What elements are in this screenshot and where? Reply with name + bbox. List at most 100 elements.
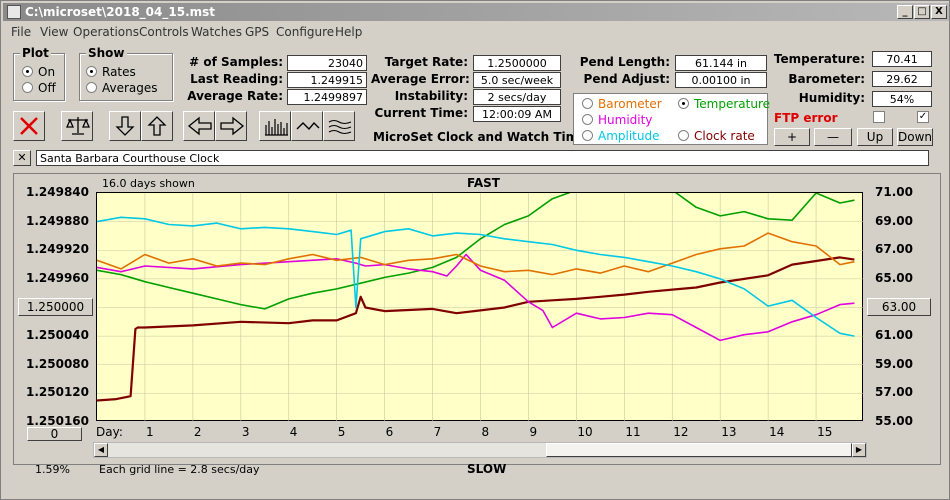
scroll-right-icon[interactable]: ▶	[852, 443, 866, 457]
x-tick-label: 14	[769, 425, 785, 439]
plot-off-radio[interactable]: Off	[22, 81, 56, 95]
target-rate-field[interactable]: 1.2500000	[473, 55, 561, 71]
menu-watches[interactable]: Watches	[191, 25, 242, 39]
ftp-checkbox[interactable]	[873, 111, 885, 123]
average-error-field: 5.0 sec/week	[473, 72, 561, 88]
x-tick-label: 15	[817, 425, 833, 439]
show-averages-radio[interactable]: Averages	[86, 81, 158, 95]
plot-on-radio[interactable]: On	[22, 65, 55, 79]
line-graph-button[interactable]	[291, 111, 323, 141]
x-tick-label: 9	[529, 425, 538, 439]
current-time-label: Current Time:	[374, 106, 468, 120]
series-amplitude	[97, 216, 855, 337]
menu-view[interactable]: View	[40, 25, 69, 39]
chart-svg	[97, 193, 864, 422]
temp-center-button[interactable]: 63.00	[867, 298, 931, 316]
horizontal-scrollbar[interactable]: ◀ ▶	[93, 442, 867, 458]
histogram-button[interactable]	[259, 111, 291, 141]
x-tick-label: 4	[289, 425, 298, 439]
pend-length-field[interactable]: 61.144 in	[675, 55, 767, 71]
arrow-right-icon	[220, 116, 245, 136]
show-rates-radio[interactable]: Rates	[86, 65, 136, 79]
menu-operations[interactable]: Operations	[73, 25, 139, 39]
radio-empty-icon	[582, 98, 593, 109]
close-button[interactable]: X	[931, 5, 947, 19]
arrow-left-icon	[187, 116, 212, 136]
minimize-button[interactable]: _	[897, 5, 913, 19]
barometer-field: 29.62	[872, 71, 932, 87]
overlay-humidity-radio[interactable]: Humidity	[582, 113, 652, 127]
overlay-temperature-radio[interactable]: Temperature	[678, 97, 770, 111]
histogram-icon	[265, 119, 288, 136]
arrow-down-icon	[115, 116, 135, 136]
average-error-label: Average Error:	[371, 72, 470, 86]
arrow-up-icon	[147, 116, 167, 136]
last-reading-field: 1.249915	[287, 72, 367, 88]
x-tick-label: 1	[145, 425, 154, 439]
x-tick-label: 11	[625, 425, 641, 439]
pend-length-label: Pend Length:	[579, 55, 670, 69]
menu-controls[interactable]: Controls	[139, 25, 189, 39]
pend-adjust-label: Pend Adjust:	[583, 72, 670, 86]
up-arrow-button[interactable]	[141, 111, 173, 141]
line-graph-icon	[296, 121, 320, 131]
left-arrow-button[interactable]	[183, 111, 215, 141]
menu-help[interactable]: Help	[335, 25, 363, 39]
scroll-left-icon[interactable]: ◀	[94, 443, 108, 457]
right-arrow-button[interactable]	[215, 111, 247, 141]
target-rate-label: Target Rate:	[384, 55, 468, 69]
slow-label: SLOW	[467, 462, 507, 476]
wave-button[interactable]	[323, 111, 355, 141]
clock-name-field[interactable]: Santa Barbara Courthouse Clock	[36, 150, 929, 166]
menu-gps[interactable]: GPS	[245, 25, 270, 39]
show-group-title: Show	[86, 46, 127, 60]
ftp-enable-checkbox[interactable]: ✓	[917, 111, 929, 123]
y-left-tick-label: 1.250160	[25, 414, 89, 428]
y-left-tick-label: 1.250120	[25, 385, 89, 400]
radio-selected-icon	[22, 66, 33, 77]
down-arrow-button[interactable]	[109, 111, 141, 141]
app-icon	[7, 5, 21, 19]
average-rate-field: 1.2499897	[287, 89, 367, 105]
x-tick-label: 12	[673, 425, 689, 439]
maximize-button[interactable]: □	[914, 5, 930, 19]
humidity-field: 54%	[872, 91, 932, 107]
overlay-clock-rate-radio[interactable]: Clock rate	[678, 129, 755, 143]
days-shown-label: 16.0 days shown	[102, 177, 195, 190]
pend-adjust-field[interactable]: 0.00100 in	[675, 72, 767, 88]
x-tick-label: 2	[193, 425, 202, 439]
scroll-thumb[interactable]	[546, 443, 852, 457]
menu-bar: File View Operations Controls Watches GP…	[3, 23, 949, 41]
title-bar: C:\microset\2018_04_15.mst _ □ X	[3, 3, 949, 21]
y-right-tick-label: 69.00	[875, 213, 913, 228]
overlay-barometer-radio[interactable]: Barometer	[582, 97, 662, 111]
radio-selected-icon	[86, 66, 97, 77]
temperature-label: Temperature:	[773, 52, 865, 66]
overlay-amplitude-radio[interactable]: Amplitude	[582, 129, 660, 143]
menu-file[interactable]: File	[11, 25, 32, 39]
minus-button[interactable]: —	[814, 128, 852, 146]
plus-button[interactable]: +	[774, 128, 810, 146]
rate-center-button[interactable]: 1.250000	[18, 298, 93, 316]
x-tick-label: 8	[481, 425, 490, 439]
temperature-field: 70.41	[872, 51, 932, 67]
radio-selected-icon	[678, 98, 689, 109]
radio-empty-icon	[582, 114, 593, 125]
down-button[interactable]: Down	[897, 128, 933, 146]
instability-label: Instability:	[394, 89, 468, 103]
y-right-tick-label: 67.00	[875, 242, 913, 257]
series-humidity	[97, 253, 855, 342]
red-x-icon	[20, 117, 38, 135]
offset-button[interactable]: 0	[27, 427, 82, 441]
y-right-tick-label: 71.00	[875, 185, 913, 199]
x-tick-label: 10	[577, 425, 593, 439]
y-left-tick-label: 1.249920	[25, 242, 89, 257]
delete-button[interactable]	[13, 111, 45, 141]
balance-button[interactable]	[61, 111, 93, 141]
y-left-tick-label: 1.250080	[25, 356, 89, 371]
clear-name-button[interactable]: ✕	[13, 150, 31, 166]
menu-configure[interactable]: Configure	[276, 25, 335, 39]
up-button[interactable]: Up	[857, 128, 893, 146]
barometer-label: Barometer:	[788, 72, 865, 86]
